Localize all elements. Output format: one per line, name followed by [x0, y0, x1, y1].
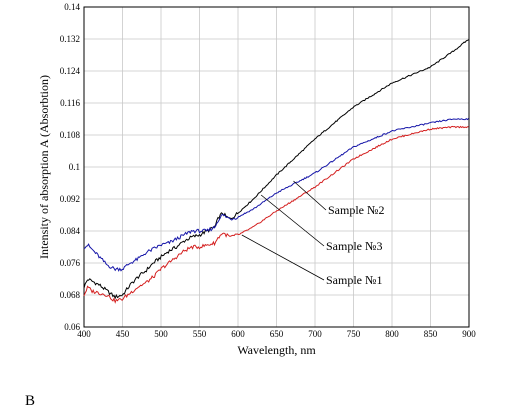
- y-tick-label: 0.108: [60, 130, 81, 140]
- x-tick-label: 550: [193, 329, 207, 339]
- y-tick-label: 0.14: [64, 2, 80, 12]
- y-tick-label: 0.076: [60, 258, 81, 268]
- x-tick-label: 650: [270, 329, 284, 339]
- y-tick-label: 0.132: [60, 34, 80, 44]
- y-tick-label: 0.124: [60, 66, 81, 76]
- y-axis-label: Intensity of absorption A (Absorbtion): [37, 75, 51, 259]
- y-tick-label: 0.092: [60, 194, 80, 204]
- y-tick-label: 0.084: [60, 226, 81, 236]
- x-tick-label: 600: [231, 329, 245, 339]
- x-tick-label: 700: [308, 329, 322, 339]
- panel-label: B: [25, 393, 36, 409]
- tick-labels: 400 450 500 550 600 650 700 750 800 850 900 0.06 0.0…: [60, 2, 477, 339]
- x-axis-label: Wavelength, nm: [237, 343, 316, 357]
- series-annotation: Sample №3: [326, 239, 382, 253]
- series-line: [83, 125, 469, 304]
- series-annotation: Sample №2: [328, 203, 384, 217]
- annotation-leader: [260, 194, 325, 247]
- series-line: [83, 39, 469, 300]
- annotation-leader: [293, 180, 327, 211]
- x-tick-label: 900: [462, 329, 476, 339]
- y-tick-label: 0.068: [60, 290, 81, 300]
- series-annotations: Sample №2 Sample №3 Sample №1: [241, 180, 384, 287]
- y-tick-label: 0.06: [64, 322, 80, 332]
- series-line: [83, 117, 469, 272]
- x-tick-label: 500: [154, 329, 168, 339]
- x-tick-label: 450: [116, 329, 130, 339]
- annotation-leader: [241, 234, 325, 281]
- series-lines: [83, 39, 469, 304]
- grid-lines: [83, 6, 470, 328]
- x-tick-label: 850: [424, 329, 438, 339]
- plot-area: [83, 6, 470, 328]
- y-tick-label: 0.116: [60, 98, 80, 108]
- series-annotation: Sample №1: [326, 273, 382, 287]
- x-tick-label: 800: [385, 329, 399, 339]
- x-tick-label: 400: [77, 329, 91, 339]
- y-tick-label: 0.1: [69, 162, 80, 172]
- x-tick-label: 750: [347, 329, 361, 339]
